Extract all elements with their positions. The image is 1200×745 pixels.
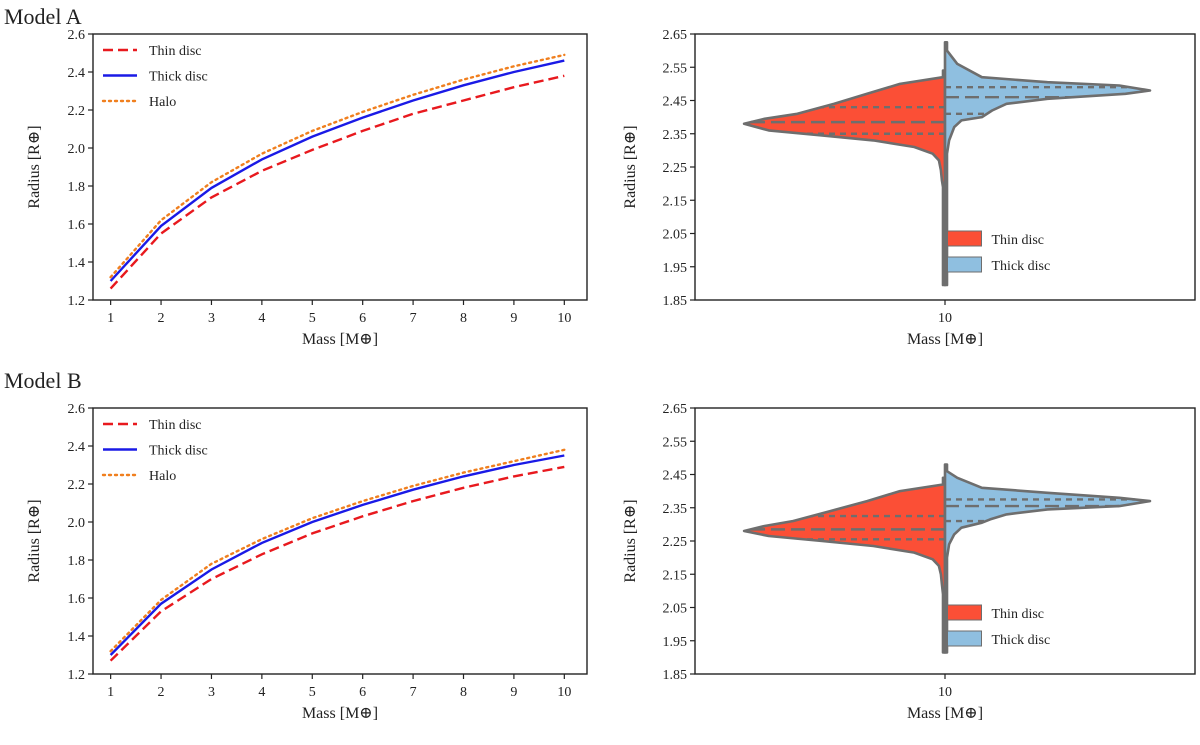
y-tick-label: 2.35: [663, 502, 688, 517]
x-tick-label: 10: [938, 685, 952, 700]
plot-frame: [694, 33, 1196, 301]
y-tick-label: 2.4: [68, 66, 86, 81]
y-tick-label: 2.4: [68, 440, 86, 455]
x-tick-label: 4: [258, 685, 265, 700]
y-tick-label: 1.2: [68, 294, 86, 309]
y-tick-label: 1.4: [68, 630, 86, 645]
y-tick-label: 2.6: [68, 28, 86, 43]
y-tick-label: 2.25: [663, 535, 688, 550]
y-tick-label: 2.15: [663, 194, 688, 209]
x-tick-label: 10: [557, 311, 571, 326]
y-tick-label: 1.4: [68, 256, 86, 271]
x-tick-label: 1: [107, 311, 114, 326]
series-line-thin-disc: [109, 465, 565, 662]
legend-label: Thin disc: [149, 418, 202, 433]
model-b-violin-chart: 1.85 1.95 2.05 2.15 2.25 2.35 2.45 2.55 2.65 10 Th…: [622, 402, 1196, 722]
legend-label: Thick disc: [992, 259, 1051, 274]
series-line-halo: [109, 448, 566, 653]
y-tick-label: 1.6: [68, 218, 86, 233]
x-tick-label: 5: [309, 311, 316, 326]
violin-thin-disc: [742, 476, 947, 654]
series-line-thin-disc: [109, 74, 565, 290]
y-tick-label: 2.55: [663, 61, 688, 76]
legend-label: Thin disc: [992, 233, 1045, 248]
x-tick-label: 5: [309, 685, 316, 700]
x-tick-label: 8: [460, 685, 467, 700]
y-axis-label: Radius [R⊕]: [26, 499, 43, 582]
violin-thick-disc: [943, 41, 1152, 287]
y-tick-label: 2.45: [663, 469, 688, 484]
y-tick-label: 1.95: [663, 261, 688, 276]
x-tick-label: 7: [410, 685, 417, 700]
series-line-halo: [109, 53, 566, 279]
legend-swatch: [947, 630, 982, 647]
y-tick-label: 1.2: [68, 668, 86, 683]
y-axis-label: Radius [R⊕]: [622, 125, 639, 208]
y-tick-label: 2.55: [663, 435, 688, 450]
legend-label: Halo: [149, 469, 176, 484]
legend-label: Thick disc: [149, 444, 208, 459]
x-tick-label: 1: [107, 685, 114, 700]
y-axis-label: Radius [R⊕]: [26, 125, 43, 208]
violin-thick-disc: [943, 463, 1152, 654]
y-axis-label: Radius [R⊕]: [622, 499, 639, 582]
legend-label: Thick disc: [149, 70, 208, 85]
y-tick-label: 1.6: [68, 592, 86, 607]
y-tick-label: 1.85: [663, 668, 688, 683]
y-tick-label: 2.05: [663, 228, 688, 243]
x-tick-label: 9: [510, 311, 517, 326]
plot-frame: [92, 33, 588, 301]
y-tick-label: 2.65: [663, 28, 688, 43]
legend-swatch: [947, 230, 982, 247]
x-tick-label: 4: [258, 311, 265, 326]
y-tick-label: 2.25: [663, 161, 688, 176]
x-tick-label: 3: [208, 685, 215, 700]
y-tick-label: 2.05: [663, 602, 688, 617]
model-a-title: Model A: [4, 4, 82, 29]
y-tick-label: 1.8: [68, 180, 86, 195]
y-tick-label: 2.2: [68, 478, 86, 493]
plot-frame: [92, 407, 588, 675]
y-tick-label: 2.65: [663, 402, 688, 417]
model-a-line-chart: 1.2 1.4 1.6 1.8 2.0 2.2 2.4 2.6 1 2 3 4 5 6 7 8 9 10 Thin …: [26, 28, 588, 348]
violin-thin-disc: [742, 69, 947, 287]
y-tick-label: 2.45: [663, 95, 688, 110]
y-tick-label: 2.2: [68, 104, 86, 119]
legend-label: Thick disc: [992, 633, 1051, 648]
x-tick-label: 6: [359, 311, 366, 326]
legend-label: Halo: [149, 95, 176, 110]
x-tick-label: 10: [557, 685, 571, 700]
y-tick-label: 2.0: [68, 516, 86, 531]
legend-swatch: [947, 256, 982, 273]
x-tick-label: 6: [359, 685, 366, 700]
x-tick-label: 8: [460, 311, 467, 326]
legend-label: Thin disc: [992, 607, 1045, 622]
legend-label: Thin disc: [149, 44, 202, 59]
legend-swatch: [947, 604, 982, 621]
x-tick-label: 2: [158, 311, 165, 326]
x-axis-label: Mass [M⊕]: [302, 331, 378, 348]
x-axis-label: Mass [M⊕]: [907, 331, 983, 348]
y-tick-label: 2.35: [663, 128, 688, 143]
y-tick-label: 1.95: [663, 635, 688, 650]
y-tick-label: 2.15: [663, 568, 688, 583]
plot-frame: [694, 407, 1196, 675]
x-axis-label: Mass [M⊕]: [302, 705, 378, 722]
x-tick-label: 3: [208, 311, 215, 326]
x-tick-label: 9: [510, 685, 517, 700]
model-a-violin-chart: 1.85 1.95 2.05 2.15 2.25 2.35 2.45 2.55 2.65 10 Th…: [622, 28, 1196, 348]
y-tick-label: 1.85: [663, 294, 688, 309]
x-tick-label: 7: [410, 311, 417, 326]
y-tick-label: 2.0: [68, 142, 86, 157]
model-b-title: Model B: [4, 368, 82, 393]
y-tick-label: 2.6: [68, 402, 86, 417]
series-line-thick-disc: [109, 454, 565, 656]
series-line-thick-disc: [109, 59, 565, 282]
x-axis-label: Mass [M⊕]: [907, 705, 983, 722]
x-tick-label: 2: [158, 685, 165, 700]
y-tick-label: 1.8: [68, 554, 86, 569]
x-tick-label: 10: [938, 311, 952, 326]
model-b-line-chart: 1.2 1.4 1.6 1.8 2.0 2.2 2.4 2.6 1 2 3 4 5 6 7 8 9 10 Thin …: [26, 402, 588, 722]
